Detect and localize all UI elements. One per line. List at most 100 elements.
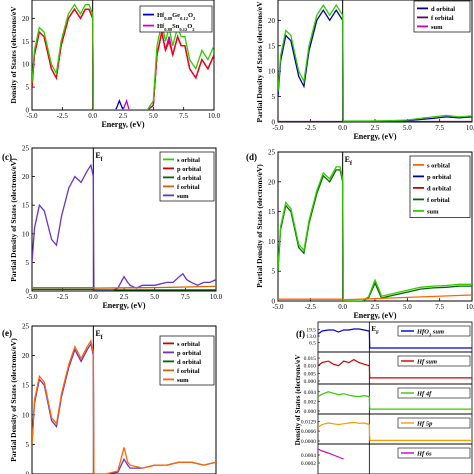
y-tick-label: 0.010 <box>304 364 317 370</box>
y-axis-label: Partial Density of States (electrons/eV) <box>255 164 264 288</box>
series-line-f-orbital <box>32 285 216 289</box>
x-tick-label: 5.0 <box>403 124 412 132</box>
legend-entry: p orbital <box>177 166 201 173</box>
legend-box <box>397 447 471 459</box>
fermi-level-label: Ef <box>95 329 103 341</box>
legend-entry: d orbital <box>427 185 451 192</box>
y-tick-label: 25 <box>22 323 30 331</box>
y-tick-label: 0 <box>272 298 276 306</box>
y-tick-label: 20 <box>22 15 30 23</box>
legend-box <box>397 417 471 429</box>
legend-entry: sum <box>427 208 439 215</box>
y-tick-label: 10 <box>22 230 30 238</box>
y-tick-label: 0.0066 <box>301 429 316 435</box>
legend-entry: Hf0.88Ge0.12O2 <box>157 12 196 21</box>
x-tick-label: -5.0 <box>26 112 38 120</box>
x-axis-label: Energy, (eV) <box>101 120 144 129</box>
x-tick-label: 5.0 <box>403 303 412 311</box>
x-tick-label: 7.5 <box>435 303 444 311</box>
legend-box <box>397 355 471 367</box>
y-tick-label: 0.000 <box>304 409 317 415</box>
y-tick-label: 0.000 <box>304 379 317 385</box>
x-tick-label: 0.0 <box>89 293 98 301</box>
x-tick-label: -5.0 <box>272 124 284 132</box>
x-tick-label: -5.0 <box>26 293 38 301</box>
legend-entry: f orbital <box>177 368 200 375</box>
legend-entry: Hf 6s <box>416 451 432 458</box>
legend-box <box>397 325 471 337</box>
y-tick-label: 0.0000 <box>301 439 316 445</box>
y-tick-label: 15 <box>22 382 30 390</box>
subplot-3: 0.004 0.002 0.000 Hf 4f <box>304 383 473 415</box>
legend-entry: d orbital <box>431 6 455 13</box>
series-line-f-orbital <box>278 169 472 301</box>
x-tick-label: 2.5 <box>371 303 380 311</box>
panel-2: 0 5 10 15 20 -5.0 -2.5 0.0 2.5 5.0 7.5 10.0 Energy, … <box>255 0 474 141</box>
legend-entry: sum <box>177 193 189 200</box>
y-tick-label: 13.0 <box>306 334 316 340</box>
series-line-unnamed <box>32 3 214 110</box>
series-line <box>318 358 472 379</box>
legend-box <box>409 155 471 218</box>
x-tick-label: -2.5 <box>305 303 317 311</box>
x-tick-label: 5.0 <box>149 112 158 120</box>
x-tick-label: 10.0 <box>466 303 474 311</box>
x-tick-label: 10.0 <box>208 112 221 120</box>
x-tick-label: -2.5 <box>305 124 317 132</box>
y-tick-label: 5 <box>272 268 276 276</box>
y-tick-label: 0.0002 <box>301 461 316 467</box>
x-tick-label: 2.5 <box>120 293 129 301</box>
panel-label: (e) <box>2 328 12 338</box>
legend-entry: s orbital <box>177 341 200 348</box>
panel-3: 0 5 10 15 20 25 -5.0 -2.5 0.0 2.5 5.0 7.5 10.0 Energy… <box>2 145 223 311</box>
y-tick-label: 15 <box>268 208 276 216</box>
series-line-d-orbital <box>278 8 472 122</box>
x-tick-label: 10.0 <box>210 293 223 301</box>
y-tick-label: 20 <box>22 352 30 360</box>
legend-entry: s orbital <box>427 162 450 169</box>
legend-entry: f orbital <box>431 15 454 22</box>
legend-entry: Hf 4f <box>416 391 432 398</box>
legend-entry: s orbital <box>177 157 200 164</box>
y-tick-label: 0.005 <box>304 371 317 377</box>
legend-entry: d orbital <box>177 175 201 182</box>
legend-entry: f orbital <box>177 184 200 191</box>
y-tick-label: 20 <box>268 17 276 25</box>
y-tick-label: 0 <box>26 288 30 296</box>
y-tick-label: 15 <box>22 202 30 210</box>
y-tick-label: 19.5 <box>306 328 316 334</box>
y-tick-label: 10 <box>22 61 30 69</box>
y-tick-label: 0 <box>272 119 276 127</box>
y-tick-label: 0 <box>26 107 30 115</box>
y-tick-label: 0.002 <box>304 399 317 405</box>
x-tick-label: 2.5 <box>119 112 128 120</box>
series-line-sum <box>278 166 472 301</box>
x-tick-label: -2.5 <box>57 293 69 301</box>
panel-1: 0 5 10 15 20 -5.0 -2.5 0.0 2.5 5.0 7.5 10.0 Energy, … <box>9 0 221 129</box>
series-line <box>318 328 472 349</box>
panel-4: 0 5 10 15 20 25 -5.0 -2.5 0.0 2.5 5.0 7.5 10.0 Energy… <box>246 149 474 321</box>
y-tick-label: 0.0129 <box>301 420 316 426</box>
panel-label: (c) <box>2 152 12 162</box>
y-tick-label: 20 <box>268 178 276 186</box>
fermi-level-label: Ef <box>345 155 353 167</box>
subplot-1: 19.513.06.5 HfO2 sum EF <box>306 321 473 353</box>
plot-frame <box>31 325 217 474</box>
series-line-sum <box>32 339 216 474</box>
panel-label: (f) <box>296 329 305 339</box>
y-axis-label: Partial Density of States (electrons/eV <box>255 1 264 123</box>
x-tick-label: 2.5 <box>371 124 380 132</box>
y-tick-label: 0.004 <box>304 390 317 396</box>
series-line <box>318 391 472 410</box>
y-tick-label: 5 <box>26 84 30 92</box>
y-tick-label: 5 <box>26 259 30 267</box>
y-tick-label: 25 <box>268 149 276 157</box>
legend-entry: p orbital <box>177 350 201 357</box>
panel-5: 0 5 10 15 20 25 Partial Density of States (ele… <box>2 323 217 474</box>
x-tick-label: -5.0 <box>272 303 284 311</box>
fermi-level-label: Ef <box>95 151 103 163</box>
x-tick-label: 10.0 <box>466 124 474 132</box>
x-tick-label: 5.0 <box>150 293 159 301</box>
x-tick-label: -2.5 <box>57 112 69 120</box>
x-tick-label: 7.5 <box>435 124 444 132</box>
